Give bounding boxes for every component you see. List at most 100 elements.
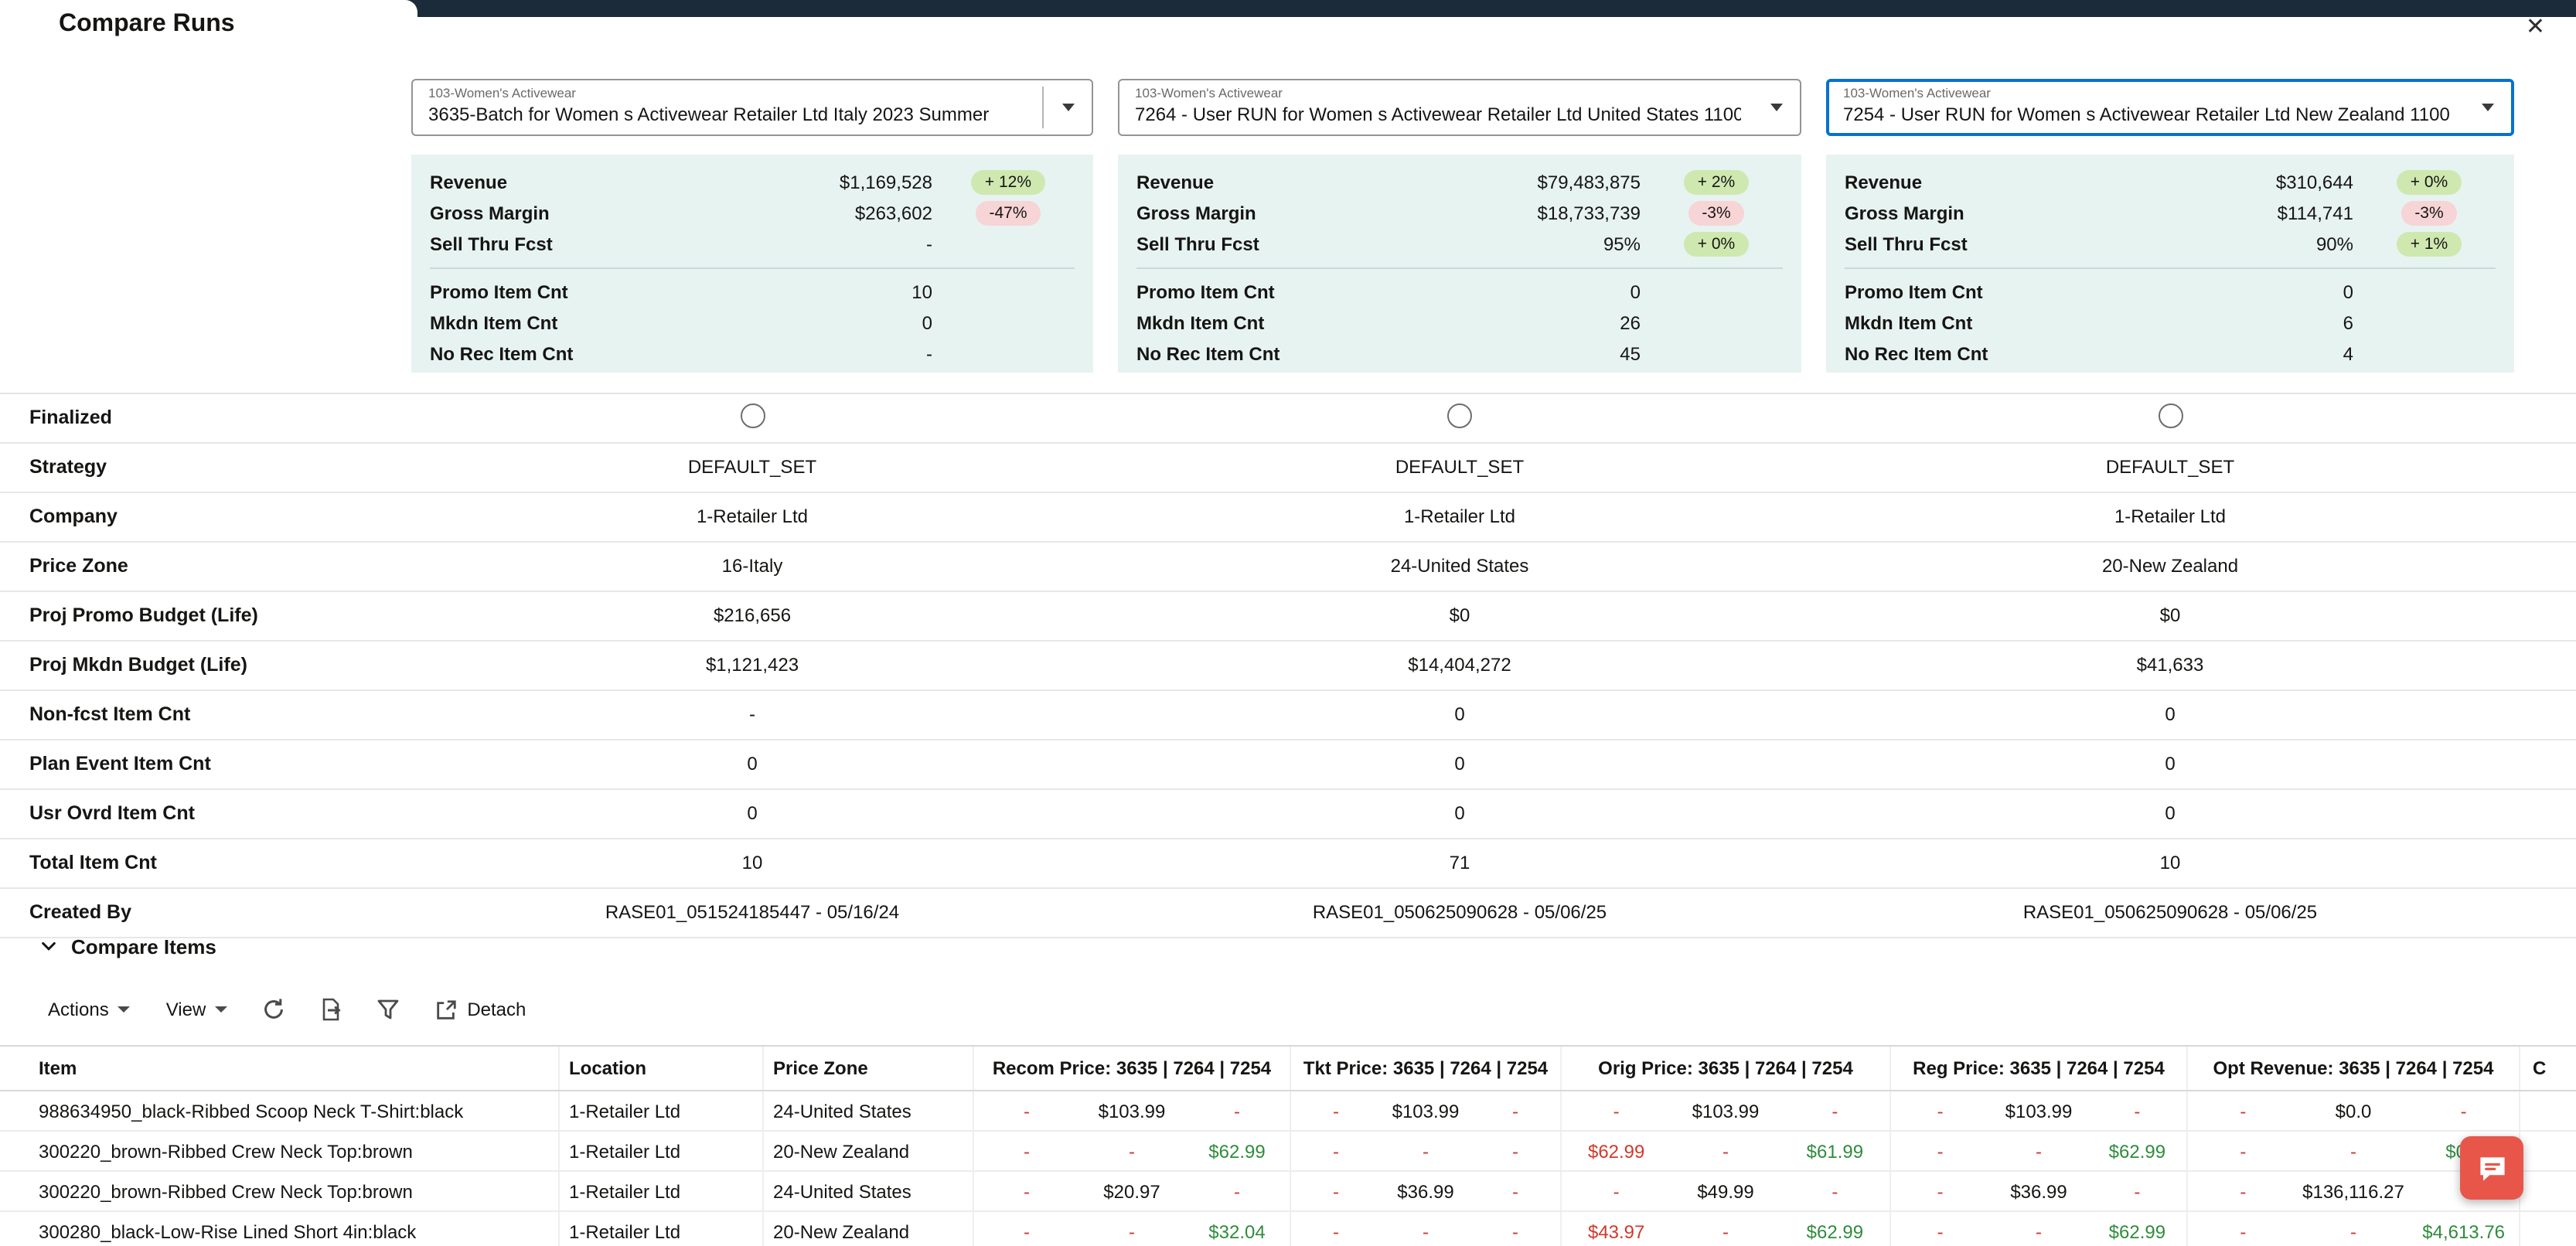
- column-header-recom-price[interactable]: Recom Price: 3635 | 7264 | 7254: [974, 1047, 1291, 1090]
- price-value: -: [2349, 1140, 2356, 1162]
- price-value: $32.04: [1208, 1220, 1266, 1242]
- comparison-row: Strategy DEFAULT_SET DEFAULT_SET DEFAULT_SE…: [0, 444, 2576, 493]
- filter-button[interactable]: [366, 991, 410, 1028]
- table-row[interactable]: 988634950_black-Ribbed Scoop Neck T-Shir…: [0, 1091, 2576, 1132]
- price-value: -: [1512, 1100, 1518, 1122]
- metric-value: -: [926, 233, 932, 255]
- column-header-opt-revenue[interactable]: Opt Revenue: 3635 | 7264 | 7254: [2188, 1047, 2520, 1090]
- price-value: -: [1024, 1220, 1030, 1242]
- close-button[interactable]: ✕: [2523, 12, 2548, 42]
- feedback-chat-button[interactable]: [2460, 1136, 2523, 1200]
- metric-value: 90%: [2315, 233, 2353, 255]
- compare-items-section-toggle[interactable]: Compare Items: [40, 928, 216, 965]
- view-menu-button[interactable]: View: [155, 992, 239, 1026]
- count-value: 0: [1630, 281, 1641, 303]
- price-value: -: [1024, 1140, 1030, 1162]
- column-header-price-zone[interactable]: Price Zone: [764, 1047, 974, 1090]
- run-selector-1[interactable]: 103-Women's Activewear 3635-Batch for Wom…: [411, 79, 1093, 136]
- price-value: -: [1234, 1180, 1240, 1202]
- table-row[interactable]: 300220_brown-Ribbed Crew Neck Top:brown 1…: [0, 1132, 2576, 1172]
- dropdown-arrow-icon[interactable]: [2463, 82, 2511, 133]
- comparison-value: 0: [2165, 753, 2176, 774]
- count-label: No Rec Item Cnt: [1845, 343, 1988, 365]
- badge-column: + 2%: [1650, 170, 1783, 195]
- price-zone-cell: 24-United States: [764, 1091, 974, 1130]
- dropdown-arrow-icon[interactable]: [1752, 80, 1800, 134]
- comparison-row: Non-fcst Item Cnt - 0 0: [0, 691, 2576, 740]
- variance-badge: -47%: [975, 201, 1041, 226]
- finalized-radio[interactable]: [2158, 403, 2182, 429]
- comparison-value: RASE01_050625090628 - 05/06/25: [2022, 901, 2318, 923]
- actions-menu-button[interactable]: Actions: [37, 992, 141, 1026]
- caret-down-icon: [215, 1006, 228, 1013]
- comparison-value: 10: [741, 852, 763, 873]
- count-row: Mkdn Item Cnt 6: [1845, 308, 2496, 339]
- items-toolbar: Actions View Detach: [37, 986, 537, 1033]
- comparison-value-cell: [411, 394, 1093, 442]
- count-row: Promo Item Cnt 10: [430, 277, 1075, 308]
- column-header-location[interactable]: Location: [560, 1047, 764, 1090]
- finalized-radio[interactable]: [1447, 403, 1472, 429]
- count-label: No Rec Item Cnt: [1136, 343, 1280, 365]
- comparison-value-cell: 0: [1118, 740, 1801, 788]
- variance-badge: + 0%: [2396, 170, 2462, 195]
- comparison-value: 0: [747, 802, 758, 824]
- comparison-value-cell: $0: [1826, 592, 2514, 640]
- column-header-tkt-price[interactable]: Tkt Price: 3635 | 7264 | 7254: [1291, 1047, 1562, 1090]
- badge-column: + 12%: [942, 170, 1075, 195]
- metric-label: Sell Thru Fcst: [1845, 233, 1968, 255]
- comparison-value-cell: DEFAULT_SET: [1826, 444, 2514, 492]
- comparison-row: Finalized: [0, 394, 2576, 444]
- reg-cell: - $103.99 -: [1891, 1091, 2188, 1130]
- price-value: $62.99: [1208, 1140, 1266, 1162]
- metric-row: Revenue $1,169,528 + 12%: [430, 167, 1075, 198]
- comparison-value-cell: 0: [411, 740, 1093, 788]
- badge-column: -3%: [1650, 201, 1783, 226]
- metric-row: Revenue $310,644 + 0%: [1845, 167, 2496, 198]
- comparison-value: DEFAULT_SET: [687, 456, 817, 478]
- metric-value: $18,733,739: [1537, 203, 1641, 224]
- price-value: $0.0: [2335, 1100, 2372, 1122]
- price-value: -: [1129, 1220, 1135, 1242]
- reg-cell: - - $62.99: [1891, 1212, 2188, 1246]
- run-selector-2[interactable]: 103-Women's Activewear 7264 - User RUN fo…: [1118, 79, 1801, 136]
- column-header-clipped: C: [2533, 1057, 2547, 1079]
- price-value: -: [1831, 1100, 1838, 1122]
- comparison-value: 0: [1454, 753, 1465, 774]
- comparison-row-label: Non-fcst Item Cnt: [29, 703, 191, 725]
- chevron-down-icon: [42, 941, 56, 950]
- badge-column: + 0%: [2363, 170, 2496, 195]
- caret-down-icon: [118, 1006, 131, 1013]
- comparison-row: Proj Promo Budget (Life) $216,656 $0 $0: [0, 592, 2576, 642]
- column-header-reg-price[interactable]: Reg Price: 3635 | 7264 | 7254: [1891, 1047, 2188, 1090]
- price-value: -: [1722, 1220, 1729, 1242]
- run-selector-context: 103-Women's Activewear: [1843, 85, 1991, 100]
- column-header-item[interactable]: Item: [0, 1047, 560, 1090]
- price-zone-cell: 20-New Zealand: [764, 1212, 974, 1246]
- export-button[interactable]: [309, 991, 353, 1028]
- dropdown-arrow-icon[interactable]: [1044, 80, 1092, 134]
- price-value: -: [1129, 1140, 1135, 1162]
- variance-badge: -3%: [1688, 201, 1745, 226]
- price-value: -: [1937, 1220, 1944, 1242]
- column-header-orig-price[interactable]: Orig Price: 3635 | 7264 | 7254: [1562, 1047, 1891, 1090]
- detach-button[interactable]: Detach: [424, 992, 537, 1027]
- comparison-row-label: Plan Event Item Cnt: [29, 753, 211, 774]
- selector-arrow-divider: [1042, 87, 1044, 128]
- table-row[interactable]: 300280_black-Low-Rise Lined Short 4in:bl…: [0, 1212, 2576, 1246]
- price-value: -: [2036, 1220, 2042, 1242]
- finalized-radio[interactable]: [740, 403, 765, 429]
- recom-cell: - - $62.99: [974, 1132, 1291, 1170]
- dialog-top-tab: [0, 0, 417, 17]
- comparison-value-cell: 0: [1826, 740, 2514, 788]
- item-cell: 300280_black-Low-Rise Lined Short 4in:bl…: [0, 1212, 560, 1246]
- refresh-button[interactable]: [252, 991, 295, 1028]
- run-selector-3[interactable]: 103-Women's Activewear 7254 - User RUN fo…: [1826, 79, 2514, 136]
- table-row[interactable]: 300220_brown-Ribbed Crew Neck Top:brown 1…: [0, 1172, 2576, 1212]
- metric-label: Revenue: [430, 172, 508, 193]
- comparison-value-cell: 10: [411, 839, 1093, 887]
- detach-icon: [437, 999, 456, 1019]
- metric-label: Sell Thru Fcst: [1136, 233, 1259, 255]
- price-value: -: [2134, 1180, 2141, 1202]
